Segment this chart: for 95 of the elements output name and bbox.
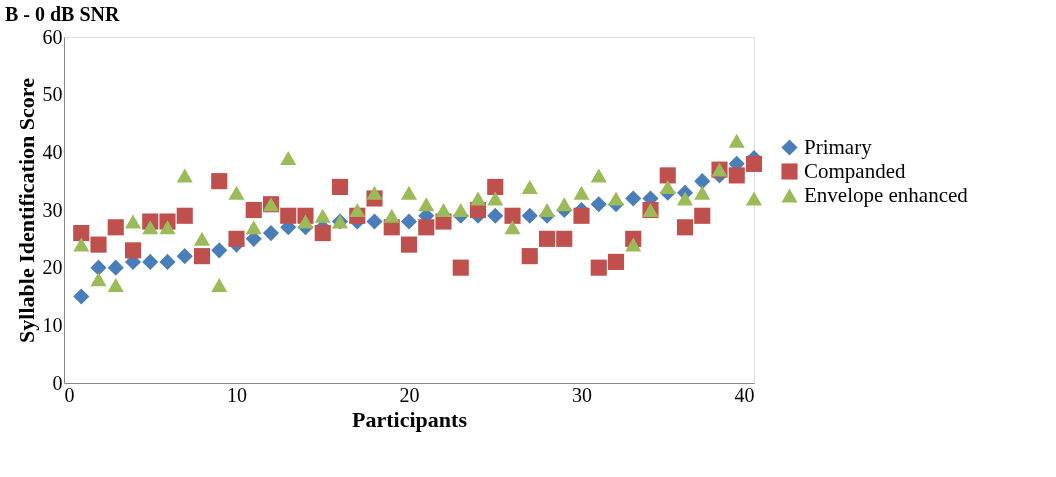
y-tick-label: 20 [42,256,63,279]
point [193,231,211,246]
legend-label: Envelope enhanced [804,182,969,207]
point [314,208,331,223]
point [590,168,607,183]
y-tick-label: 10 [42,313,63,336]
y-tick-label: 40 [42,140,63,163]
point [556,230,573,247]
point [452,259,469,276]
point [245,220,262,235]
point [107,277,124,292]
point [176,168,193,183]
point [107,259,124,276]
point [435,203,452,217]
point [504,220,521,235]
point [90,272,107,287]
point [314,225,331,242]
point [573,185,590,200]
point [590,259,607,276]
point [349,203,366,217]
point [211,242,228,259]
y-tick-label: 60 [42,25,63,48]
y-tick-label: 50 [42,83,63,106]
point [245,201,262,219]
point [124,242,142,259]
point [142,220,159,235]
point [297,214,314,229]
point [487,191,504,206]
point [538,203,556,217]
point [366,185,383,200]
point [228,185,245,200]
point [176,248,193,265]
point [659,179,676,194]
point [418,219,435,236]
point [331,178,349,195]
point [400,185,418,200]
point [418,197,435,212]
point [107,219,124,236]
point [694,207,711,224]
point [590,196,607,213]
point [159,253,176,270]
point [400,213,418,230]
point [659,167,676,184]
legend-label: Primary [804,134,873,159]
point [625,237,642,252]
point [728,133,745,148]
legend-label: Companded [804,158,906,183]
point [280,207,297,224]
point [573,207,590,224]
point [383,208,400,223]
point [487,178,504,195]
x-tick-label: 10 [227,383,247,406]
point [159,220,176,235]
point [694,185,711,200]
point [124,214,142,229]
point [745,155,763,172]
point [521,207,538,224]
point [90,259,107,276]
point [280,151,297,166]
point [262,225,280,242]
point [73,225,90,242]
point [521,248,538,265]
point [193,248,211,265]
point [211,173,228,190]
point [228,230,245,247]
x-tick-label: 30 [572,383,592,406]
point [745,191,763,206]
point [504,207,521,224]
point [694,173,711,190]
point [556,197,573,212]
point [400,236,418,253]
chart-title: B - 0 dB SNR [5,3,121,25]
y-axis-title: Syllable Identification Score [13,77,39,343]
x-tick-label: 40 [734,383,755,406]
point [211,277,228,292]
point [487,207,504,224]
point [90,236,107,253]
point [607,253,625,270]
point [676,219,694,236]
point [728,167,745,184]
point [452,203,469,217]
point [142,253,159,270]
point [676,191,694,206]
point [625,190,642,207]
point [538,230,556,247]
x-tick-label: 20 [399,383,420,406]
point [366,213,383,230]
point [521,179,538,194]
point [73,237,90,252]
point [73,288,90,305]
point [176,207,193,224]
x-axis-title: Participants [352,406,468,432]
y-tick-label: 30 [42,198,63,221]
point [607,191,625,206]
point [469,191,487,206]
